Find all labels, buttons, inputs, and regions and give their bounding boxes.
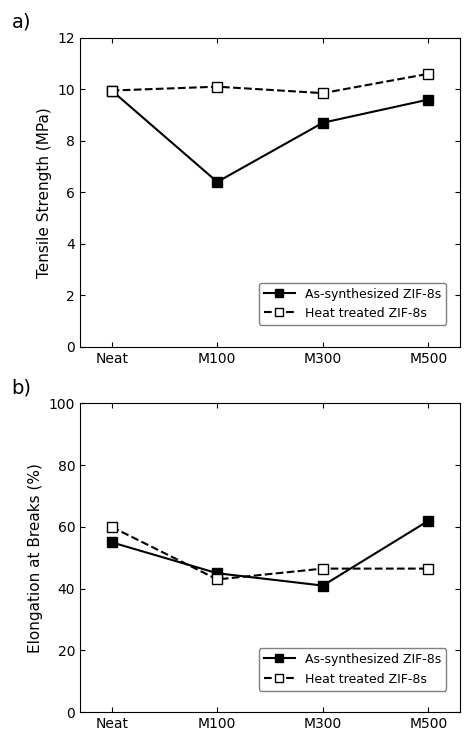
Legend: As-synthesized ZIF-8s, Heat treated ZIF-8s: As-synthesized ZIF-8s, Heat treated ZIF-… (259, 648, 446, 691)
Text: b): b) (11, 378, 32, 397)
Y-axis label: Elongation at Breaks (%): Elongation at Breaks (%) (28, 463, 43, 653)
Y-axis label: Tensile Strength (MPa): Tensile Strength (MPa) (37, 107, 52, 278)
Text: a): a) (11, 13, 31, 31)
Legend: As-synthesized ZIF-8s, Heat treated ZIF-8s: As-synthesized ZIF-8s, Heat treated ZIF-… (259, 283, 446, 325)
